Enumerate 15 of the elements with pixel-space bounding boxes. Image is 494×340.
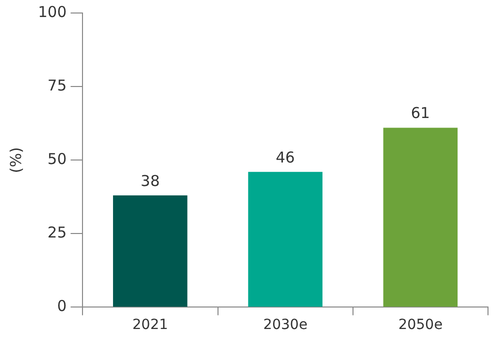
data-label: 61	[410, 104, 430, 122]
bar	[248, 172, 322, 307]
data-label: 46	[276, 148, 295, 166]
y-tick-label: 75	[48, 76, 67, 94]
y-tick-label: 25	[48, 224, 67, 242]
y-tick-label: 0	[57, 297, 67, 316]
x-tick-label: 2030e	[263, 317, 308, 334]
data-label: 38	[140, 172, 160, 190]
x-tick-label: 2050e	[398, 317, 443, 334]
bar	[113, 195, 188, 307]
y-tick-label: 50	[48, 150, 67, 168]
bar	[383, 128, 458, 307]
x-tick-label: 2021	[132, 317, 168, 334]
y-axis-title: (%)	[6, 147, 25, 174]
y-tick-label: 100	[38, 2, 67, 21]
